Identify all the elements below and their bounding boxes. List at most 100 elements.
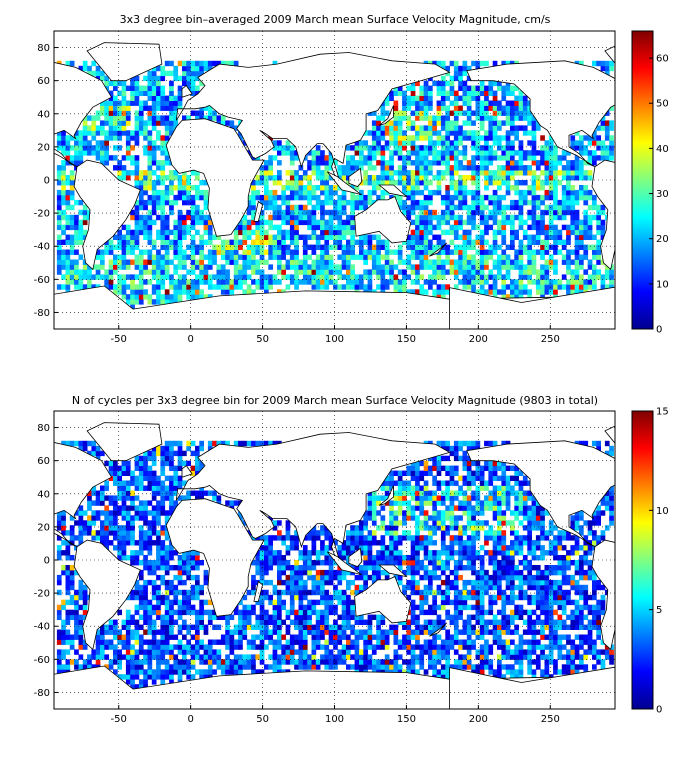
heatmap-cell [462, 165, 468, 171]
heatmap-cell [264, 644, 269, 650]
heatmap-cell [419, 90, 425, 96]
heatmap-cell [177, 289, 183, 295]
heatmap-cell [453, 165, 459, 171]
heatmap-cell [484, 584, 489, 591]
heatmap-cell [104, 284, 109, 290]
heatmap-cell [518, 614, 524, 620]
heatmap-cell [61, 284, 66, 290]
heatmap-cell [173, 249, 179, 255]
heatmap-cell [475, 170, 481, 176]
heatmap-cell [328, 165, 334, 171]
heatmap-cell [600, 599, 606, 606]
heatmap-cell [61, 140, 66, 146]
heatmap-cell [376, 145, 381, 151]
heatmap-cell [251, 639, 256, 645]
heatmap-cell [389, 170, 394, 176]
heatmap-cell [436, 189, 442, 196]
heatmap-cell [384, 120, 390, 126]
heatmap-cell [121, 279, 127, 285]
heatmap-cell [74, 229, 79, 236]
heatmap-cell [190, 294, 196, 300]
heatmap-cell [156, 80, 161, 87]
heatmap-cell [220, 254, 226, 260]
coastline [449, 285, 615, 329]
heatmap-cell [380, 274, 386, 280]
heatmap-cell [268, 199, 273, 206]
heatmap-cell [160, 189, 166, 196]
heatmap-cell [453, 65, 459, 72]
heatmap-cell [56, 219, 62, 226]
heatmap-cell [151, 185, 157, 191]
heatmap-cell [440, 80, 446, 87]
heatmap-cell [160, 599, 166, 606]
heatmap-cell [195, 629, 200, 635]
heatmap-cell [117, 609, 122, 616]
heatmap-cell [333, 284, 338, 290]
heatmap-cell [363, 664, 368, 670]
heatmap-cell [548, 229, 554, 236]
heatmap-cell [147, 105, 153, 111]
heatmap-cell [393, 649, 399, 655]
heatmap-cell [540, 155, 545, 161]
heatmap-cell [285, 609, 291, 616]
heatmap-cell [182, 224, 187, 231]
heatmap-cell [419, 214, 425, 221]
heatmap-cell [531, 194, 537, 201]
heatmap-cell [393, 85, 399, 91]
heatmap-cell [484, 150, 489, 156]
heatmap-cell [341, 629, 347, 635]
heatmap-cell [61, 629, 66, 635]
heatmap-cell [609, 125, 614, 131]
heatmap-cell [177, 254, 183, 260]
heatmap-cell [346, 649, 351, 655]
heatmap-cell [121, 130, 127, 136]
heatmap-cell [492, 634, 498, 640]
heatmap-cell [393, 130, 399, 136]
heatmap-cell [186, 189, 191, 196]
heatmap-cell [143, 185, 148, 191]
heatmap-cell [570, 609, 576, 616]
heatmap-cell [596, 274, 601, 280]
heatmap-cell [324, 244, 330, 250]
heatmap-cell [117, 234, 122, 240]
heatmap-cell [497, 589, 502, 596]
heatmap-cell [510, 259, 515, 265]
heatmap-cell [518, 639, 524, 645]
heatmap-cell [402, 669, 407, 675]
heatmap-cell [445, 664, 450, 670]
heatmap-cell [596, 219, 601, 226]
heatmap-cell [371, 244, 377, 250]
heatmap-cell [548, 185, 554, 191]
heatmap-cell [402, 584, 407, 591]
heatmap-cell [130, 274, 135, 280]
heatmap-cell [156, 629, 161, 635]
heatmap-cell [415, 254, 420, 260]
heatmap-cell [406, 155, 412, 161]
heatmap-cell [311, 269, 317, 275]
heatmap-cell [604, 130, 610, 136]
heatmap-cell [104, 115, 109, 121]
heatmap-cell [272, 239, 278, 245]
heatmap-cell [121, 634, 127, 640]
heatmap-cell [298, 594, 304, 601]
heatmap-cell [255, 634, 261, 640]
heatmap-cell [182, 264, 187, 270]
heatmap-cell [134, 589, 140, 596]
heatmap-cell [479, 584, 485, 591]
heatmap-cell [169, 609, 174, 616]
heatmap-cell [78, 639, 84, 645]
heatmap-cell [333, 624, 338, 630]
heatmap-cell [61, 189, 66, 196]
heatmap-cell [544, 140, 550, 146]
heatmap-cell [341, 165, 347, 171]
heatmap-cell [510, 244, 515, 250]
heatmap-cell [337, 214, 343, 221]
heatmap-cell [125, 145, 131, 151]
heatmap-cell [466, 614, 472, 620]
heatmap-cell [156, 90, 161, 96]
heatmap-cell [492, 249, 498, 255]
heatmap-cell [212, 669, 217, 675]
heatmap-cell [522, 589, 528, 596]
heatmap-cell [78, 130, 84, 136]
heatmap-cell [376, 254, 381, 260]
